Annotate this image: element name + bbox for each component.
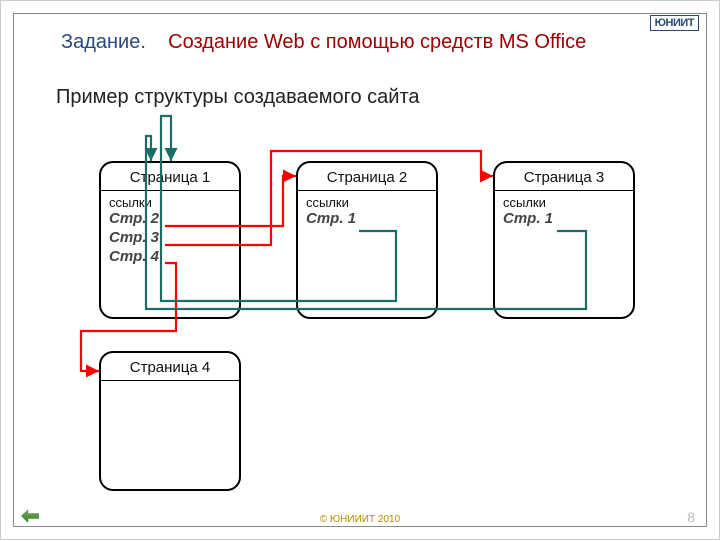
links-label: ссылки [298, 195, 436, 210]
link-item[interactable]: Стр. 1 [298, 210, 436, 229]
link-item[interactable]: Стр. 4 [101, 248, 239, 267]
card-divider [101, 190, 239, 191]
links-label: ссылки [101, 195, 239, 210]
card-title: Страница 4 [101, 353, 239, 378]
link-item[interactable]: Стр. 1 [495, 210, 633, 229]
link-item[interactable]: Стр. 3 [101, 229, 239, 248]
card-divider [101, 380, 239, 381]
card-title: Страница 1 [101, 163, 239, 188]
subtitle: Пример структуры создаваемого сайта [56, 86, 420, 109]
page-card-1: Страница 1 ссылки Стр. 2 Стр. 3 Стр. 4 [99, 161, 241, 319]
card-title: Страница 3 [495, 163, 633, 188]
link-item[interactable]: Стр. 2 [101, 210, 239, 229]
copyright-footer: © ЮНИИИТ 2010 [1, 514, 719, 525]
page-card-2: Страница 2 ссылки Стр. 1 [296, 161, 438, 319]
page-number: 8 [687, 509, 695, 525]
logo: ЮНИИТ [650, 15, 699, 31]
title-text: Создание Web с помощью средств MS Office [168, 31, 586, 53]
links-label: ссылки [495, 195, 633, 210]
title-label: Задание. [61, 31, 146, 53]
card-title: Страница 2 [298, 163, 436, 188]
card-divider [298, 190, 436, 191]
slide-title: Задание. Создание Web с помощью средств … [61, 31, 586, 54]
page-card-3: Страница 3 ссылки Стр. 1 [493, 161, 635, 319]
card-divider [495, 190, 633, 191]
page-card-4: Страница 4 [99, 351, 241, 491]
